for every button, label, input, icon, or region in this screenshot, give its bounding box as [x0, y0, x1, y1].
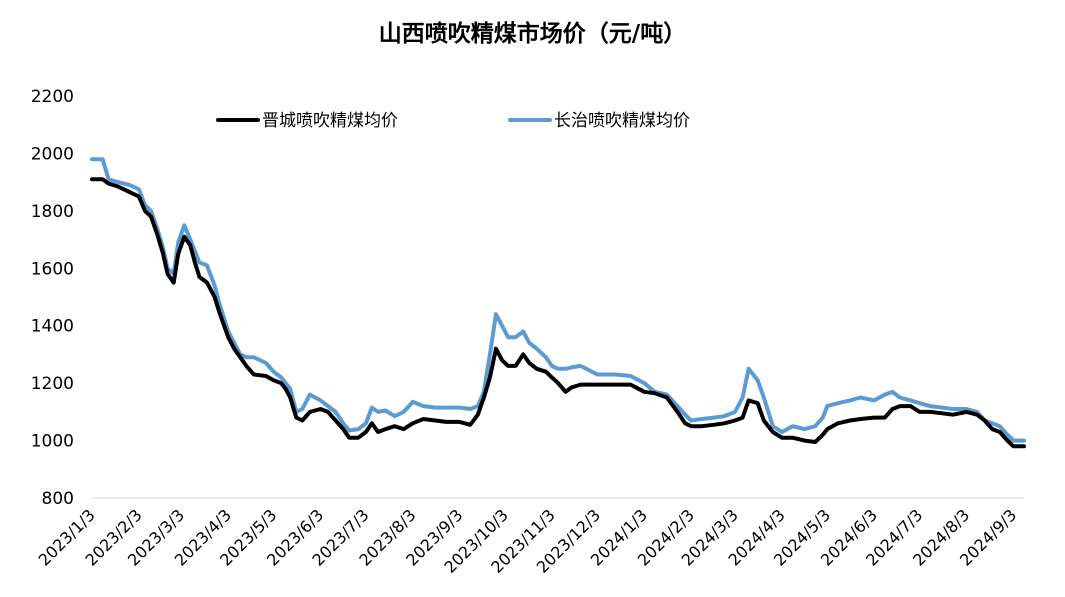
series-line	[90, 157, 1026, 443]
y-tick-label: 800	[42, 489, 74, 509]
x-axis: 2023/1/32023/2/32023/3/32023/4/32023/5/3…	[35, 497, 1024, 577]
series-line	[90, 177, 1026, 449]
chart-title: 山西喷吹精煤市场价（元/吨）	[378, 21, 687, 47]
y-tick-label: 1800	[31, 202, 74, 222]
y-tick-label: 2000	[31, 144, 74, 164]
y-tick-label: 2200	[31, 87, 74, 107]
y-tick-label: 1200	[31, 374, 74, 394]
legend-label: 晋城喷吹精煤均价	[262, 111, 398, 131]
y-tick-label: 1400	[31, 317, 74, 337]
legend: 晋城喷吹精煤均价 长治喷吹精煤均价	[216, 111, 690, 131]
y-tick-label: 1600	[31, 259, 74, 279]
y-axis: 800 1000 1200 1400 1600 1800 2000 2200	[31, 87, 74, 509]
legend-label: 长治喷吹精煤均价	[554, 111, 690, 131]
y-tick-label: 1000	[31, 432, 74, 452]
series-layer	[90, 157, 1026, 449]
